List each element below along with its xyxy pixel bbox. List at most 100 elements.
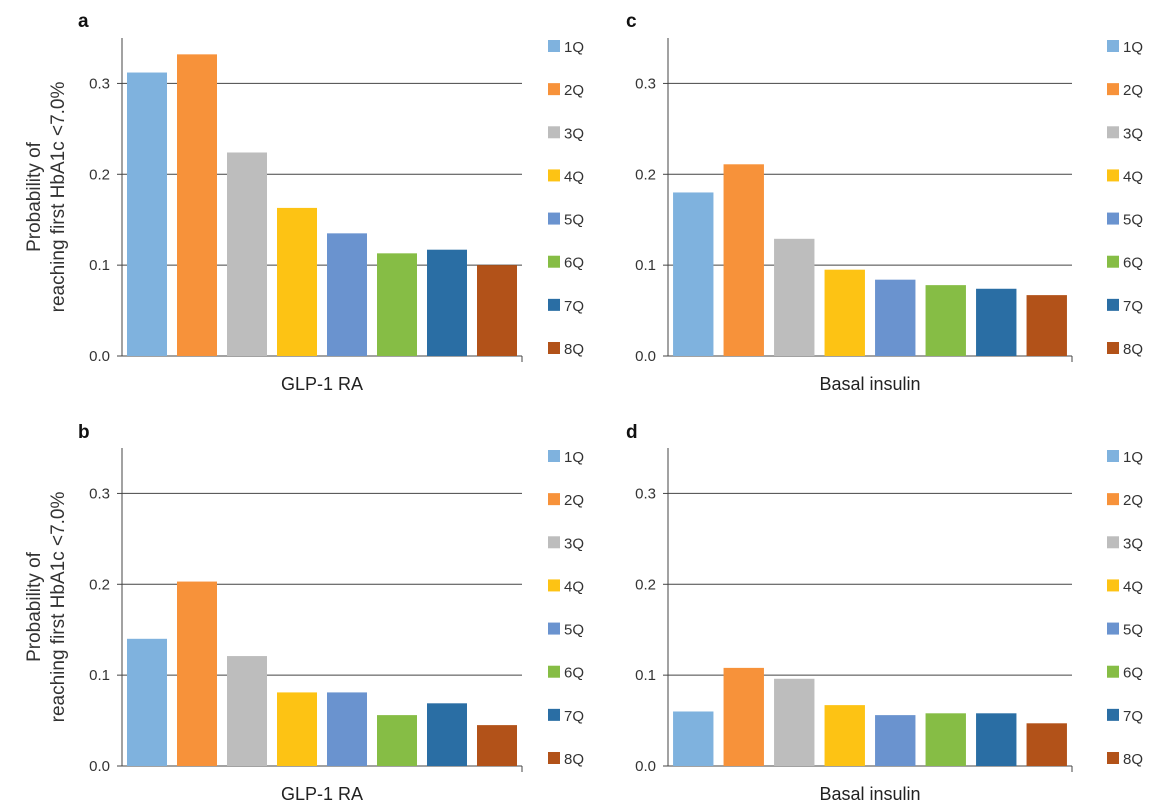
bar-3Q [227, 656, 267, 766]
legend-swatch-2Q [1107, 493, 1119, 506]
legend-swatch-4Q [548, 579, 560, 592]
bar-4Q [277, 692, 317, 766]
y-tick-label: 0.2 [635, 166, 656, 183]
y-tick-label: 0.3 [89, 75, 110, 92]
legend-swatch-7Q [1107, 298, 1119, 311]
chart-panel-d: d 0.0 0.1 0.2 0.3 Basal insulin 1Q 2Q 3Q 4Q 5Q 6Q 7Q… [626, 422, 1143, 804]
bar-6Q [925, 285, 966, 356]
x-axis-label: Basal insulin [819, 374, 920, 394]
legend-label-6Q: 6Q [1123, 255, 1143, 272]
legend-label-3Q: 3Q [564, 535, 584, 552]
legend-swatch-2Q [1107, 83, 1119, 96]
legend-swatch-2Q [548, 493, 560, 506]
legend-swatch-8Q [548, 752, 560, 764]
legend: 1Q 2Q 3Q 4Q 5Q 6Q 7Q 8Q [1107, 449, 1143, 768]
legend-label-3Q: 3Q [564, 125, 584, 142]
y-tick-label: 0.2 [89, 166, 110, 183]
bar-1Q [127, 72, 167, 357]
bar-8Q [477, 725, 517, 766]
legend-swatch-4Q [548, 169, 560, 182]
y-axis-label-a: Probability of reaching first HbA1c <7.0% [24, 82, 69, 313]
panel-letter: d [626, 422, 638, 443]
legend-label-5Q: 5Q [1123, 212, 1143, 229]
legend-swatch-3Q [548, 536, 560, 549]
bar-4Q [277, 207, 317, 356]
legend-swatch-6Q [1107, 255, 1119, 268]
legend-label-3Q: 3Q [1123, 125, 1143, 142]
legend-swatch-8Q [1107, 342, 1119, 354]
chart-panel-b: b 0.0 0.1 0.2 0.3 GLP-1 RA 1Q 2Q 3Q 4Q 5Q 6Q 7Q 8Q [78, 422, 584, 804]
legend-swatch-3Q [1107, 536, 1119, 549]
legend-label-5Q: 5Q [564, 212, 584, 229]
legend-label-4Q: 4Q [1123, 168, 1143, 185]
bar-3Q [227, 152, 267, 356]
legend-swatch-6Q [548, 255, 560, 268]
bar-2Q [177, 581, 217, 766]
legend-swatch-1Q [1107, 40, 1119, 52]
legend: 1Q 2Q 3Q 4Q 5Q 6Q 7Q 8Q [548, 39, 584, 358]
legend-swatch-1Q [548, 450, 560, 462]
panel-letter: c [626, 11, 637, 32]
legend-label-8Q: 8Q [564, 341, 584, 358]
bar-7Q [976, 288, 1017, 356]
y-tick-label: 0.2 [635, 576, 656, 593]
legend-label-4Q: 4Q [1123, 578, 1143, 595]
x-axis-label: GLP-1 RA [281, 374, 363, 394]
bar-6Q [377, 253, 417, 356]
x-axis-label: GLP-1 RA [281, 784, 363, 804]
legend-label-4Q: 4Q [564, 578, 584, 595]
legend-swatch-1Q [1107, 450, 1119, 462]
legend-label-1Q: 1Q [564, 39, 584, 56]
chart-panel-a: a 0.0 0.1 0.2 0.3 GLP-1 RA 1Q 2Q 3Q 4Q 5Q 6Q 7Q 8Q [78, 11, 584, 394]
legend-label-6Q: 6Q [564, 255, 584, 272]
legend-swatch-1Q [548, 40, 560, 52]
bar-7Q [427, 703, 467, 766]
legend-swatch-3Q [1107, 126, 1119, 139]
legend-swatch-6Q [548, 665, 560, 678]
bar-8Q [1026, 295, 1067, 356]
y-tick-label: 0.3 [635, 485, 656, 502]
panel-letter: a [78, 11, 89, 32]
y-tick-label: 0.1 [89, 667, 110, 684]
y-tick-label: 0.3 [89, 485, 110, 502]
legend-label-6Q: 6Q [564, 665, 584, 682]
legend-swatch-5Q [1107, 622, 1119, 635]
y-tick-label: 0.0 [635, 758, 656, 775]
bar-5Q [875, 715, 916, 766]
bar-2Q [723, 164, 764, 356]
y-tick-label: 0.1 [89, 257, 110, 274]
panel-letter: b [78, 422, 90, 443]
legend-label-7Q: 7Q [564, 708, 584, 725]
legend-label-3Q: 3Q [1123, 535, 1143, 552]
legend-label-8Q: 8Q [1123, 751, 1143, 768]
bar-7Q [976, 713, 1017, 766]
legend-swatch-6Q [1107, 665, 1119, 678]
legend-swatch-5Q [548, 622, 560, 635]
legend-label-5Q: 5Q [1123, 622, 1143, 639]
y-tick-label: 0.1 [635, 257, 656, 274]
legend-swatch-4Q [1107, 169, 1119, 182]
y-tick-label: 0.0 [635, 348, 656, 365]
bar-1Q [673, 711, 714, 766]
x-axis-label: Basal insulin [819, 784, 920, 804]
legend-label-7Q: 7Q [1123, 708, 1143, 725]
legend-label-7Q: 7Q [564, 298, 584, 315]
y-tick-label: 0.0 [89, 758, 110, 775]
bar-5Q [327, 233, 367, 356]
legend-swatch-2Q [548, 83, 560, 96]
chart-panel-c: c 0.0 0.1 0.2 0.3 Basal insulin 1Q 2Q 3Q 4Q 5Q 6Q 7Q… [626, 11, 1143, 394]
legend-swatch-8Q [548, 342, 560, 354]
legend-swatch-7Q [1107, 708, 1119, 721]
legend-swatch-7Q [548, 708, 560, 721]
bar-4Q [824, 705, 865, 766]
bar-6Q [925, 713, 966, 766]
legend: 1Q 2Q 3Q 4Q 5Q 6Q 7Q 8Q [1107, 39, 1143, 358]
bar-1Q [127, 638, 167, 766]
legend-label-2Q: 2Q [564, 492, 584, 509]
y-axis-label-line: Probability of [24, 141, 45, 252]
legend-label-4Q: 4Q [564, 168, 584, 185]
bar-3Q [774, 238, 815, 356]
y-axis-label-line: Probability of [24, 551, 45, 662]
y-axis-label-line: reaching first HbA1c <7.0% [48, 82, 69, 313]
bar-6Q [377, 715, 417, 766]
